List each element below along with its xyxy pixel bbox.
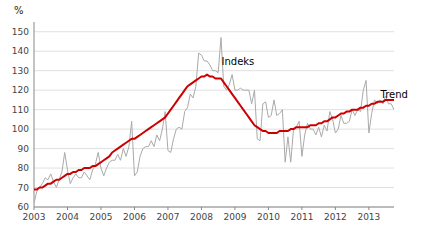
grid-line (34, 109, 394, 110)
y-label: % (14, 5, 24, 16)
grid-line (34, 129, 394, 130)
x-tick-label: 2010 (257, 212, 280, 222)
chart: 60 70 80 90 100 110 120 130 140 150 2003 2004 2005 20… (0, 0, 448, 229)
y-tick-label: 140 (12, 46, 29, 56)
x-tick-label: 2006 (123, 212, 146, 222)
x-tick-label: 2012 (324, 212, 347, 222)
x-tick (301, 207, 302, 210)
y-tick-label: 70 (18, 183, 30, 193)
y-tick-label: 130 (12, 66, 29, 76)
x-tick (234, 207, 235, 210)
x-tick (167, 207, 168, 210)
grid-line (34, 207, 394, 208)
y-tick-label: 60 (18, 202, 30, 212)
x-tick (100, 207, 101, 210)
x-tick-label: 2008 (190, 212, 213, 222)
y-tick-label: 100 (12, 124, 29, 134)
x-tick-label: 2004 (56, 212, 79, 222)
x-tick-label: 2013 (357, 212, 380, 222)
x-tick (335, 207, 336, 210)
axes: 60 70 80 90 100 110 120 130 140 150 2003 2004 2005 20… (12, 22, 394, 222)
y-tick-label: 90 (18, 144, 30, 154)
x-tick (368, 207, 369, 210)
x-tick (201, 207, 202, 210)
x-tick (134, 207, 135, 210)
grid-line (34, 187, 394, 188)
annotation: Trend (380, 89, 408, 100)
grid-line (34, 31, 394, 32)
y-axis-line (34, 22, 35, 207)
x-tick-label: 2009 (223, 212, 246, 222)
x-tick-label: 2011 (290, 212, 313, 222)
line-series (34, 38, 394, 204)
grid-line (34, 148, 394, 149)
x-tick (67, 207, 68, 210)
y-tick-label: 110 (12, 105, 29, 115)
y-tick-label: 120 (12, 85, 29, 95)
plot-area (34, 38, 394, 204)
grid-line (34, 90, 394, 91)
x-tick-label: 2007 (157, 212, 180, 222)
y-tick-label: 80 (18, 163, 30, 173)
annotation: Indeks (222, 56, 255, 67)
y-tick-label: 150 (12, 27, 29, 37)
x-axis-line (34, 207, 394, 208)
x-tick-label: 2003 (23, 212, 46, 222)
line-series (34, 75, 394, 190)
x-tick (34, 207, 35, 210)
x-tick (268, 207, 269, 210)
grid-line (34, 51, 394, 52)
x-tick-label: 2005 (90, 212, 113, 222)
